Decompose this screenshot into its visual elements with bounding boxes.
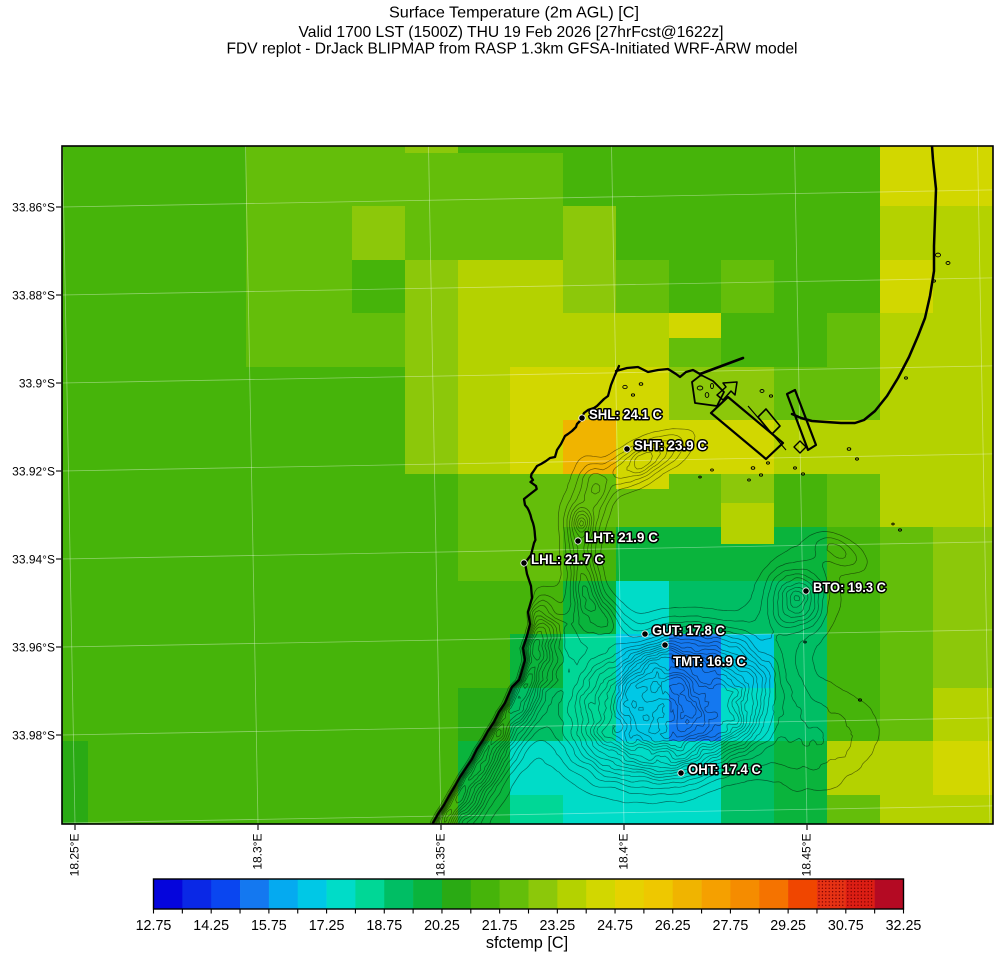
svg-text:18.45°E: 18.45°E [800, 834, 814, 877]
svg-text:33.88°S: 33.88°S [12, 289, 55, 303]
svg-text:33.94°S: 33.94°S [12, 553, 55, 567]
svg-text:33.98°S: 33.98°S [12, 729, 55, 743]
svg-text:20.25: 20.25 [424, 918, 460, 934]
svg-text:Valid 1700 LST (1500Z) THU 19: Valid 1700 LST (1500Z) THU 19 Feb 2026 [… [299, 24, 724, 41]
svg-text:18.3°E: 18.3°E [251, 834, 265, 870]
svg-text:26.25: 26.25 [655, 918, 691, 934]
svg-text:LHT: 21.9 C: LHT: 21.9 C [585, 530, 658, 545]
svg-text:23.25: 23.25 [539, 918, 575, 934]
svg-text:33.96°S: 33.96°S [12, 641, 55, 655]
svg-text:17.25: 17.25 [309, 918, 345, 934]
svg-text:BTO: 19.3 C: BTO: 19.3 C [813, 580, 886, 595]
svg-text:SHT: 23.9 C: SHT: 23.9 C [634, 438, 707, 453]
svg-text:21.75: 21.75 [482, 918, 518, 934]
svg-text:27.75: 27.75 [713, 918, 749, 934]
svg-text:15.75: 15.75 [251, 918, 287, 934]
svg-text:18.4°E: 18.4°E [617, 834, 631, 870]
svg-text:29.25: 29.25 [770, 918, 806, 934]
svg-text:24.75: 24.75 [597, 918, 633, 934]
svg-text:TMT: 16.9 C: TMT: 16.9 C [673, 654, 746, 669]
svg-text:33.92°S: 33.92°S [12, 465, 55, 479]
svg-text:18.25°E: 18.25°E [68, 834, 82, 877]
svg-text:33.86°S: 33.86°S [12, 201, 55, 215]
svg-text:FDV replot - DrJack BLIPMAP fr: FDV replot - DrJack BLIPMAP from RASP 1.… [227, 41, 798, 58]
svg-text:SHL: 24.1 C: SHL: 24.1 C [589, 407, 662, 422]
svg-text:GUT: 17.8 C: GUT: 17.8 C [652, 623, 725, 638]
svg-text:30.75: 30.75 [828, 918, 864, 934]
svg-text:18.35°E: 18.35°E [434, 834, 448, 877]
svg-text:LHL: 21.7 C: LHL: 21.7 C [531, 552, 604, 567]
svg-text:sfctemp [C]: sfctemp [C] [486, 934, 568, 952]
svg-text:14.25: 14.25 [193, 918, 229, 934]
svg-text:OHT: 17.4 C: OHT: 17.4 C [688, 762, 761, 777]
svg-text:18.75: 18.75 [366, 918, 402, 934]
svg-text:33.9°S: 33.9°S [19, 377, 55, 391]
svg-text:12.75: 12.75 [136, 918, 172, 934]
svg-text:32.25: 32.25 [886, 918, 922, 934]
svg-text:Surface Temperature (2m AGL) [: Surface Temperature (2m AGL) [C] [389, 5, 639, 22]
